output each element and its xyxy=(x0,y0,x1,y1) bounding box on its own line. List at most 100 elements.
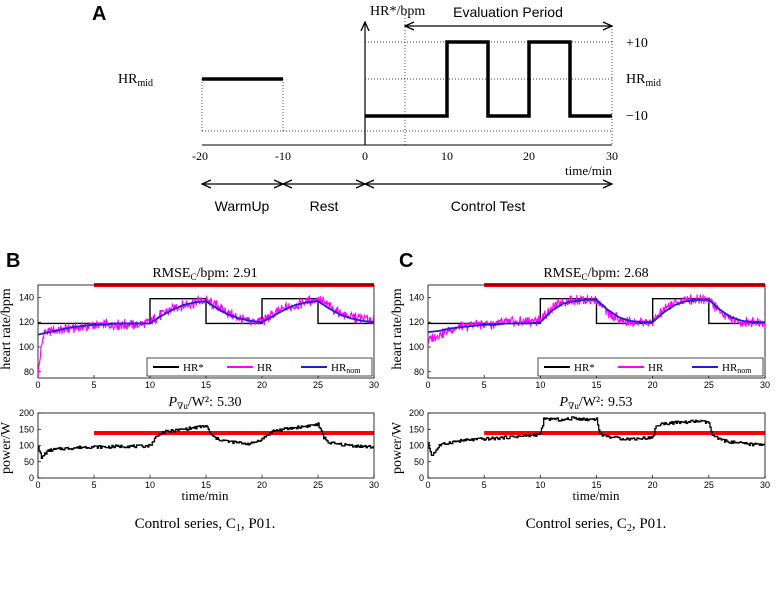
panel-b-bottom-title: P∇u/W²: 5.30 xyxy=(167,395,241,411)
phase-control-label: Control Test xyxy=(451,198,526,214)
panel-a: A HR*/bpm Evaluation Period -20 -10 0 10… xyxy=(92,3,661,214)
panel-b-top-x-tick: 25 xyxy=(313,380,323,390)
panel-c-bottom-x-tick: 5 xyxy=(482,480,487,490)
panel-b-top-legend-hr-star-label: HR* xyxy=(183,362,204,374)
panel-b-bottom-plot xyxy=(38,422,374,460)
panel-c-bottom-y-tick: 50 xyxy=(414,457,424,467)
panel-a-xlabel: time/min xyxy=(565,163,612,178)
phase-rest-label: Rest xyxy=(310,198,339,214)
panel-b-bottom-x-tick: 5 xyxy=(91,480,96,490)
panel-c-top-series-hr-nom xyxy=(428,298,765,334)
panel-a-x-tick: 20 xyxy=(523,149,535,163)
panel-b-bottom-x-tick: 20 xyxy=(257,480,267,490)
panel-b-top-legend-hr-label: HR xyxy=(257,362,273,374)
panel-a-x-tick: -20 xyxy=(192,149,208,163)
panel-b-top-legend: HR* HR HRnom xyxy=(146,357,373,377)
panel-c-top-axes: 0 5 10 15 20 25 30 80 100 120 140 HR* HR HRnom xyxy=(409,283,770,390)
panel-c-bottom-ylabel: power/W xyxy=(390,421,405,474)
panel-c-top-title: RMSEC/bpm: 2.68 xyxy=(543,266,648,282)
panel-c-bottom-axes: 0 5 10 15 20 25 30 0 50 100 150 200 xyxy=(409,408,770,490)
panel-b-top-series-hr-nom xyxy=(38,300,374,336)
panel-b-bottom-y-tick: 100 xyxy=(19,441,34,451)
panel-c-top-y-tick: 80 xyxy=(414,367,424,377)
panel-a-x-ticks: -20 -10 0 10 20 30 xyxy=(192,149,618,163)
panel-b-top-axes: 0 5 10 15 20 25 30 80 100 120 140 HR* HR HRnom xyxy=(19,283,379,390)
panel-a-x-tick: 0 xyxy=(362,149,368,163)
panel-c-bottom-y-tick: 150 xyxy=(409,424,424,434)
evaluation-period-label: Evaluation Period xyxy=(453,4,563,20)
panel-c-top-ylabel: heart rate/bpm xyxy=(390,288,405,369)
phase-warmup-label: WarmUp xyxy=(215,198,270,214)
panel-c-top-series-hr-star xyxy=(428,297,765,325)
panel-a-x-tick: -10 xyxy=(275,149,291,163)
panel-b-caption: Control series, C1, P01. xyxy=(135,516,276,534)
panel-c-bottom-x-tick: 10 xyxy=(535,480,545,490)
plus-ten-label: +10 xyxy=(626,36,648,51)
panel-c-top-x-tick: 20 xyxy=(648,380,658,390)
panel-b-bottom-y-tick: 50 xyxy=(24,457,34,467)
panel-b-top-x-tick: 30 xyxy=(369,380,379,390)
panel-c-top-plot xyxy=(428,294,765,345)
panel-c-top-legend: HR* HR HRnom xyxy=(537,357,764,377)
panel-c-bottom-y-tick: 100 xyxy=(409,441,424,451)
panel-a-x-tick: 10 xyxy=(441,149,453,163)
minus-ten-label: −10 xyxy=(626,109,648,124)
panel-b-bottom-y-tick: 200 xyxy=(19,408,34,418)
panel-c-bottom-x-tick: 30 xyxy=(760,480,770,490)
panel-a-x-tick: 30 xyxy=(606,149,618,163)
hr-star-protocol-line xyxy=(365,40,612,118)
panel-c-top-x-tick: 30 xyxy=(760,380,770,390)
panel-c-top-x-tick: 5 xyxy=(482,380,487,390)
panel-b-top-ylabel: heart rate/bpm xyxy=(0,288,14,369)
panel-b-bottom-axes: 0 5 10 15 20 25 30 0 50 100 150 200 xyxy=(19,408,379,490)
panel-b-bottom-y-tick: 150 xyxy=(19,424,34,434)
panel-c-top-legend-hr-nom-label: HRnom xyxy=(722,362,752,375)
panel-a-ylabel: HR*/bpm xyxy=(370,4,425,19)
panel-c-top-y-tick: 140 xyxy=(409,292,424,302)
panel-c-bottom-title: P∇u/W²: 9.53 xyxy=(558,395,632,411)
panel-b-top-y-tick: 120 xyxy=(19,317,34,327)
panel-b-bottom-x-tick: 30 xyxy=(369,480,379,490)
panel-c-top-legend-hr-star-label: HR* xyxy=(574,362,595,374)
panel-c-top-x-tick: 10 xyxy=(535,380,545,390)
panel-b-top-y-tick: 80 xyxy=(24,367,34,377)
panel-b-bottom-y-tick: 0 xyxy=(29,473,34,483)
panel-b-top-x-tick: 20 xyxy=(257,380,267,390)
panel-b-bottom-x-tick: 15 xyxy=(201,480,211,490)
panel-c-bottom-y-tick: 200 xyxy=(409,408,424,418)
panel-b: B RMSEC/bpm: 2.91 P∇u/W²: 5.30 heart rate/… xyxy=(0,250,275,534)
panel-b-top-legend-hr-nom-label: HRnom xyxy=(331,362,361,375)
panel-b-top-x-tick: 5 xyxy=(91,380,96,390)
panel-b-bottom-frame xyxy=(37,412,375,479)
panel-c-bottom-x-tick: 15 xyxy=(591,480,601,490)
panel-b-bottom-ylabel: power/W xyxy=(0,421,14,474)
panel-b-top-x-tick: 15 xyxy=(201,380,211,390)
panel-b-bottom-x-tick: 25 xyxy=(313,480,323,490)
panel-b-top-y-tick: 140 xyxy=(19,292,34,302)
panel-c-bottom-y-tick: 0 xyxy=(419,473,424,483)
panel-c-top-series-hr xyxy=(428,294,765,345)
panel-b-bottom-x-tick: 0 xyxy=(35,480,40,490)
panel-c-xlabel: time/min xyxy=(573,488,620,503)
panel-c-top-y-tick: 100 xyxy=(409,342,424,352)
panel-b-bottom-x-tick: 10 xyxy=(145,480,155,490)
panel-b-top-x-tick: 10 xyxy=(145,380,155,390)
hr-mid-right-label: HRmid xyxy=(626,72,661,89)
panel-b-top-series-hr-star xyxy=(38,297,374,325)
panel-c-bottom-plot xyxy=(428,416,765,456)
panel-c-bottom-x-tick: 0 xyxy=(425,480,430,490)
panel-b-top-x-tick: 0 xyxy=(35,380,40,390)
panel-c-bottom-frame xyxy=(427,412,766,479)
panel-a-letter: A xyxy=(92,3,106,25)
panel-b-top-legend-box xyxy=(146,357,373,377)
panel-b-top-title: RMSEC/bpm: 2.91 xyxy=(152,266,257,282)
panel-c: C RMSEC/bpm: 2.68 P∇u/W²: 9.53 heart rate/… xyxy=(390,250,666,534)
panel-c-top-y-tick: 120 xyxy=(409,317,424,327)
panel-c-top-legend-hr-label: HR xyxy=(648,362,664,374)
panel-b-bottom-series-power xyxy=(38,422,374,460)
panel-c-top-x-tick: 15 xyxy=(591,380,601,390)
panel-c-letter: C xyxy=(399,250,413,272)
panel-b-letter: B xyxy=(6,250,20,272)
